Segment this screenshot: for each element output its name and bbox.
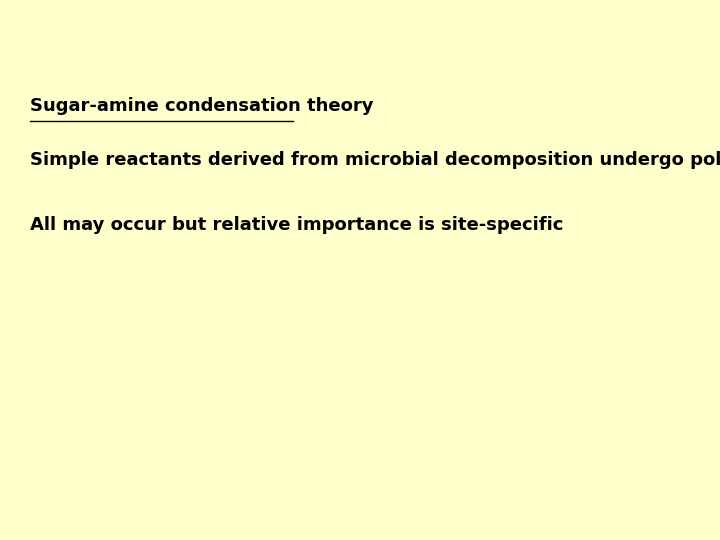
Text: All may occur but relative importance is site-specific: All may occur but relative importance is… <box>30 216 563 234</box>
Text: Sugar-amine condensation theory: Sugar-amine condensation theory <box>30 97 374 115</box>
Text: Simple reactants derived from microbial decomposition undergo polymerization: Simple reactants derived from microbial … <box>30 151 720 169</box>
